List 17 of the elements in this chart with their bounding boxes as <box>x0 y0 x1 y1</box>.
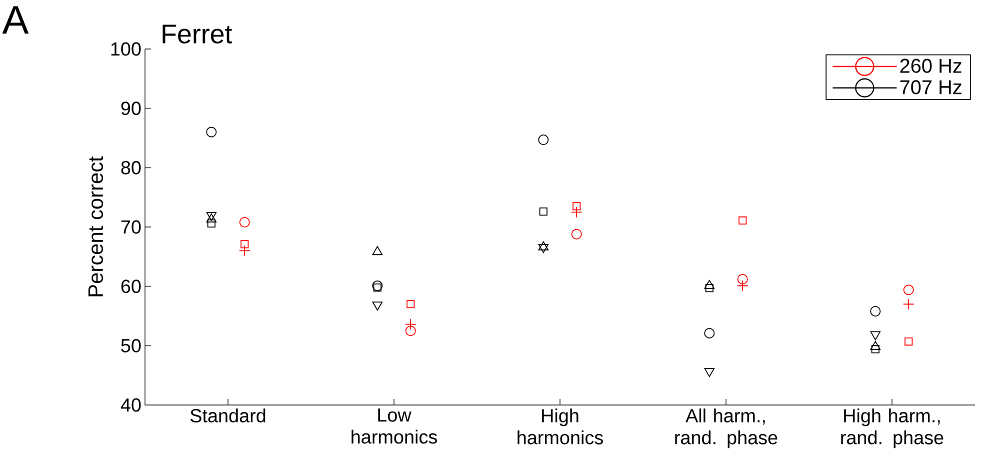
x-tick-label: All harm., rand. phase <box>675 408 778 448</box>
y-tick-label: 100 <box>111 42 141 56</box>
x-tick-label: Standard <box>190 408 266 422</box>
x-tick-label: Low harmonics <box>352 408 437 444</box>
y-tick-label: 40 <box>120 398 141 412</box>
legend-label: 707 Hz <box>900 80 962 94</box>
y-tick-label: 60 <box>121 280 141 294</box>
y-tick-label: 50 <box>121 338 141 352</box>
x-tick-label: High harm., rand. phase <box>841 408 944 448</box>
y-tick-label: 70 <box>121 220 141 234</box>
legend-label: 260 Hz <box>900 58 962 73</box>
y-axis-title: Percent correct <box>88 156 104 296</box>
chart-title: Ferret <box>162 24 232 44</box>
y-tick-label: 80 <box>121 160 141 174</box>
y-tick-label: 90 <box>121 102 141 116</box>
x-tick-label: High harmonics <box>518 408 603 444</box>
text: A <box>2 6 29 34</box>
